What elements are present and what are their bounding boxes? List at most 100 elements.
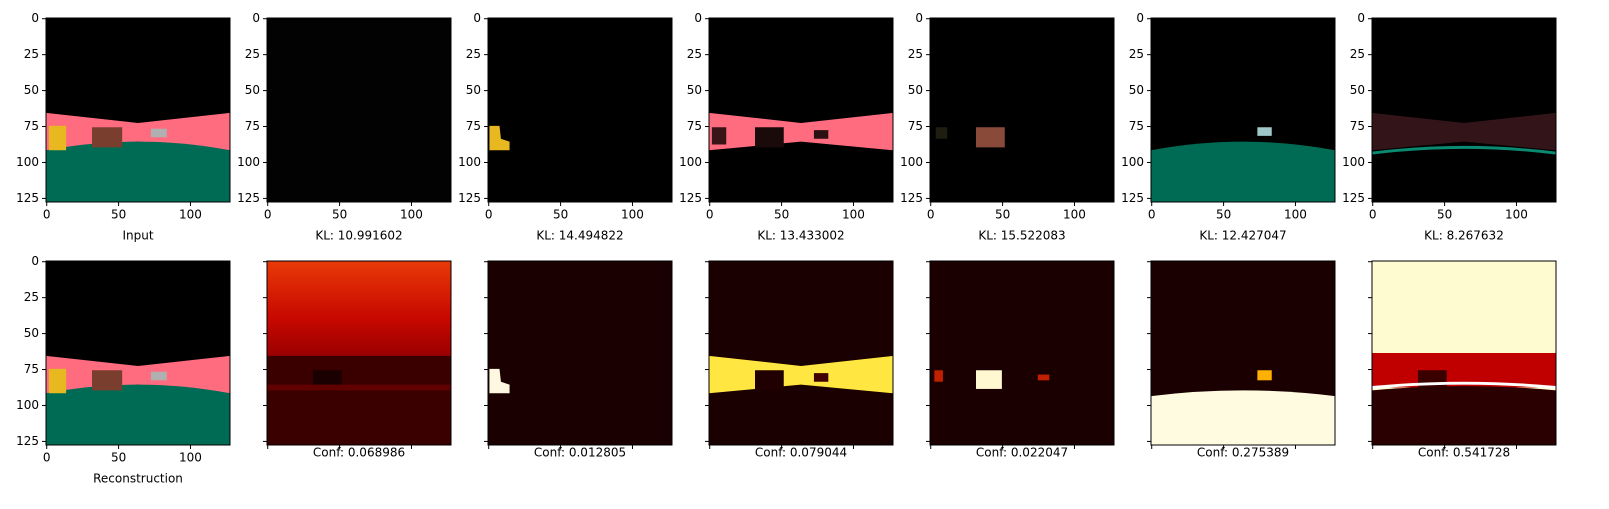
y-tick-label: 25	[245, 47, 260, 61]
panel: 0 50 100 0 25 50 75 100 125 Input	[16, 11, 231, 243]
x-tick-label: 0	[43, 451, 51, 465]
y-tick-label: 125	[1342, 191, 1365, 205]
y-tick-label: 100	[16, 155, 39, 169]
y-tick-label: 0	[31, 254, 39, 268]
y-tick-label: 75	[908, 119, 923, 133]
panel-caption: Conf: 0.079044	[755, 446, 847, 460]
y-tick-label: 100	[1121, 155, 1144, 169]
panel-frame	[266, 17, 452, 203]
panel-image	[1151, 261, 1335, 445]
x-tick-label: 50	[774, 208, 789, 222]
panel-caption: KL: 13.433002	[757, 229, 844, 243]
y-tick-label: 50	[24, 326, 39, 340]
y-tick-label: 75	[24, 362, 39, 376]
y-tick-label: 0	[31, 11, 39, 25]
y-tick-label: 100	[458, 155, 481, 169]
y-tick-label: 75	[687, 119, 702, 133]
panel-frame	[266, 260, 452, 446]
panel-frame	[45, 17, 231, 203]
x-tick-label: 0	[927, 208, 935, 222]
x-tick-label: 0	[706, 208, 714, 222]
x-tick-label: 50	[1437, 208, 1452, 222]
panel-caption: KL: 15.522083	[978, 229, 1065, 243]
y-tick-label: 50	[466, 83, 481, 97]
y-tick-label: 50	[908, 83, 923, 97]
panel-frame	[1150, 17, 1336, 203]
y-tick-label: 50	[245, 83, 260, 97]
y-tick-label: 100	[1342, 155, 1365, 169]
x-tick-label: 0	[43, 208, 51, 222]
y-tick-label: 50	[687, 83, 702, 97]
y-tick-label: 25	[908, 47, 923, 61]
y-tick-label: 100	[16, 398, 39, 412]
panel-image	[930, 18, 1114, 202]
panel-image	[267, 261, 451, 445]
panel-frame	[929, 17, 1115, 203]
panel: 0 50 100 0 25 50 75 100 125 KL: 15.522083	[900, 11, 1115, 243]
panel-frame	[487, 260, 673, 446]
y-tick-label: 125	[679, 191, 702, 205]
panel-caption: Reconstruction	[93, 472, 183, 486]
panel-frame	[487, 17, 673, 203]
x-tick-label: 50	[1216, 208, 1231, 222]
panel-image	[488, 261, 672, 445]
x-tick-label: 0	[1148, 208, 1156, 222]
panel: Conf: 0.022047	[926, 260, 1115, 460]
y-tick-label: 75	[1129, 119, 1144, 133]
y-tick-label: 25	[1129, 47, 1144, 61]
y-tick-label: 25	[24, 47, 39, 61]
x-tick-label: 50	[332, 208, 347, 222]
x-tick-label: 100	[1505, 208, 1528, 222]
panel-caption: Conf: 0.068986	[313, 446, 405, 460]
panel: 0 50 100 0 25 50 75 100 125 KL: 10.991602	[237, 11, 452, 243]
x-tick-label: 100	[400, 208, 423, 222]
y-tick-label: 0	[1357, 11, 1365, 25]
panel-image	[46, 18, 230, 202]
panel-caption: KL: 14.494822	[536, 229, 623, 243]
y-tick-label: 0	[1136, 11, 1144, 25]
y-tick-label: 125	[16, 191, 39, 205]
y-tick-label: 25	[466, 47, 481, 61]
panel-caption: Conf: 0.541728	[1418, 446, 1510, 460]
panel-image	[709, 261, 893, 445]
y-tick-label: 0	[252, 11, 260, 25]
y-tick-label: 0	[915, 11, 923, 25]
x-tick-label: 50	[111, 451, 126, 465]
panel-image	[488, 18, 672, 202]
y-tick-label: 100	[900, 155, 923, 169]
panel-frame	[708, 260, 894, 446]
x-tick-label: 100	[179, 208, 202, 222]
y-tick-label: 0	[694, 11, 702, 25]
panel: Conf: 0.079044	[705, 260, 894, 460]
panel-image	[1372, 261, 1556, 445]
x-tick-label: 50	[995, 208, 1010, 222]
panel: Conf: 0.012805	[484, 260, 673, 460]
y-tick-label: 25	[1350, 47, 1365, 61]
y-tick-label: 75	[1350, 119, 1365, 133]
panel-caption: Conf: 0.022047	[976, 446, 1068, 460]
panel-image	[46, 261, 230, 445]
y-tick-label: 125	[1121, 191, 1144, 205]
x-tick-label: 50	[111, 208, 126, 222]
x-tick-label: 50	[553, 208, 568, 222]
panel: 0 50 100 0 25 50 75 100 125 KL: 13.433002	[679, 11, 894, 243]
panel: 0 50 100 0 25 50 75 100 125 Reconstruction	[16, 254, 231, 486]
y-tick-label: 75	[245, 119, 260, 133]
y-tick-label: 75	[24, 119, 39, 133]
y-tick-label: 0	[473, 11, 481, 25]
panel: Conf: 0.275389	[1147, 260, 1336, 460]
y-tick-label: 50	[1129, 83, 1144, 97]
x-tick-label: 100	[1063, 208, 1086, 222]
panel-frame	[929, 260, 1115, 446]
x-tick-label: 0	[264, 208, 272, 222]
panel: Conf: 0.541728	[1368, 260, 1557, 460]
y-tick-label: 100	[679, 155, 702, 169]
panel: 0 50 100 0 25 50 75 100 125 KL: 8.267632	[1342, 11, 1557, 243]
x-tick-label: 0	[1369, 208, 1377, 222]
y-tick-label: 125	[458, 191, 481, 205]
panel-caption: KL: 12.427047	[1199, 229, 1286, 243]
panel-frame	[1371, 260, 1557, 446]
panel-caption: Conf: 0.012805	[534, 446, 626, 460]
panel-caption: KL: 10.991602	[315, 229, 402, 243]
